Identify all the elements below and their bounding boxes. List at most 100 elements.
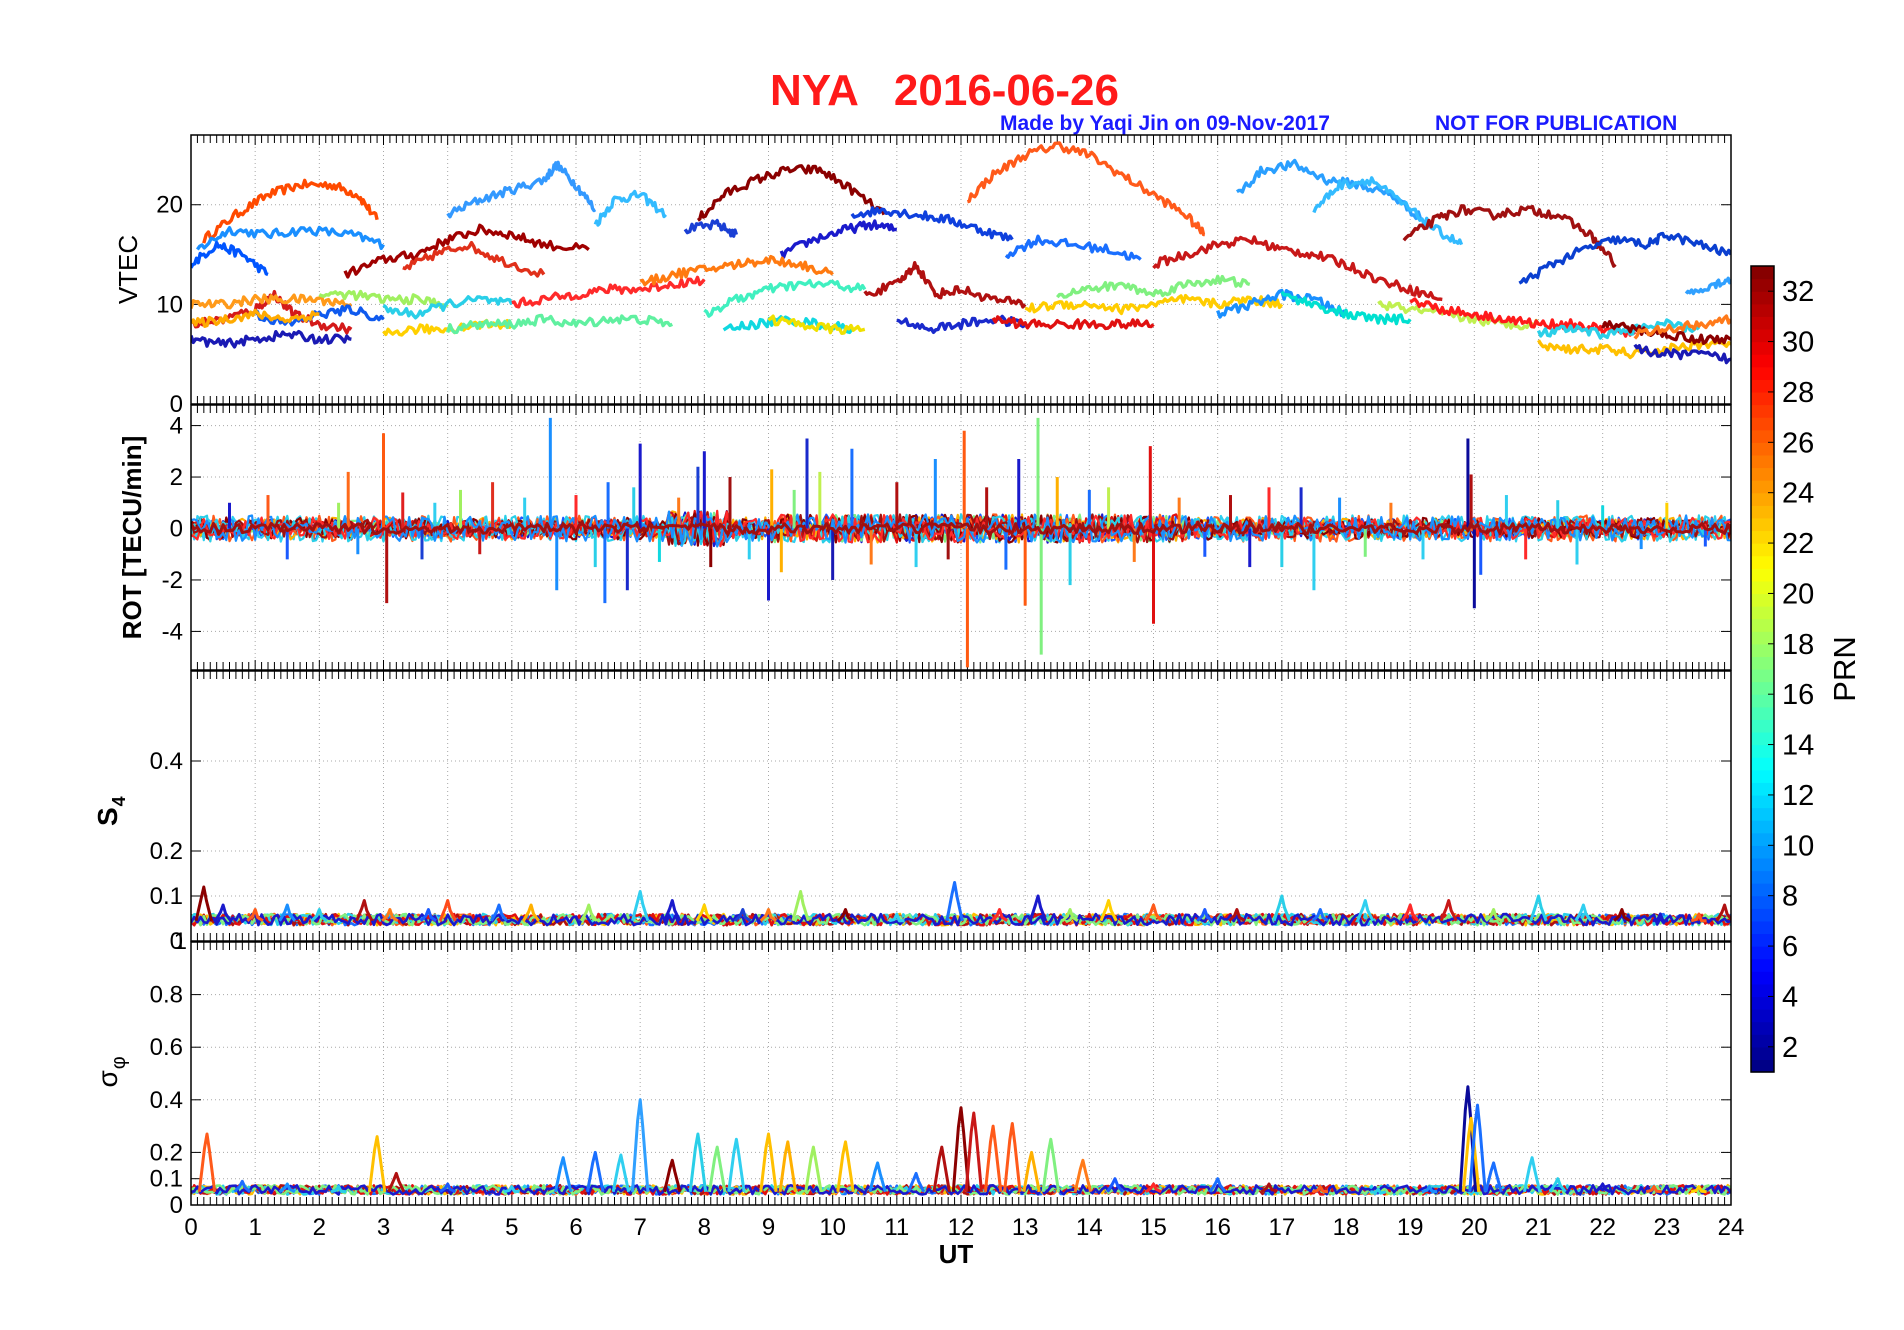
x-tick-label: 18	[1333, 1214, 1360, 1241]
x-tick-label: 13	[1012, 1214, 1039, 1241]
colorbar-band	[1751, 442, 1774, 456]
x-tick-label: 8	[698, 1214, 711, 1241]
sigma_phi-peak-43	[1594, 1182, 1612, 1194]
colorbar-band	[1751, 429, 1774, 443]
sigma_phi-peak-35	[1370, 1187, 1387, 1195]
x-tick-label: 16	[1204, 1214, 1231, 1241]
s4-peak-0	[194, 885, 213, 922]
sigma_phi-peak-11	[631, 1098, 650, 1192]
sigma_phi-peak-31	[1144, 1182, 1162, 1194]
x-axis-label: UT	[939, 1239, 974, 1269]
colorbar-band	[1751, 870, 1774, 884]
minor-ticks	[190, 405, 1732, 670]
s4-peak-2	[246, 908, 264, 923]
y-axis-label: σφ	[92, 1056, 130, 1087]
s4-peak-22	[1028, 894, 1048, 922]
s4-peak-25	[1144, 903, 1163, 922]
vtec-series-26	[446, 313, 674, 335]
vtec-series-31	[767, 314, 866, 335]
sigma_phi-peak-39	[1468, 1103, 1487, 1192]
y-tick-label: 0.1	[150, 1166, 183, 1193]
colorbar-tick-label: 14	[1782, 730, 1814, 762]
s4-peak-23	[1061, 908, 1079, 923]
vtec-series-4	[593, 189, 668, 227]
colorbar-band	[1751, 480, 1774, 494]
sigma_phi-peak-34	[1312, 1185, 1329, 1194]
vtec-series-29	[703, 278, 867, 318]
x-tick-label: 11	[884, 1214, 909, 1241]
colorbar-tick-label: 32	[1782, 276, 1814, 308]
x-tick-label: 5	[505, 1214, 518, 1241]
minor-ticks	[190, 135, 1732, 404]
y-tick-label: 0	[170, 391, 183, 418]
colorbar-band	[1751, 593, 1774, 607]
panel-frame	[190, 941, 1732, 1206]
sigma_phi-peak-24	[964, 1111, 983, 1192]
vtec-series-35	[1024, 293, 1284, 316]
rot-baseline	[191, 521, 1731, 536]
vtec-series-27	[511, 275, 706, 309]
y-tick-label: 0.6	[150, 1034, 183, 1061]
colorbar-band	[1751, 731, 1774, 746]
colorbar-band	[1751, 1021, 1774, 1035]
colorbar-band	[1751, 543, 1774, 557]
x-tick-label: 19	[1397, 1214, 1424, 1241]
vtec-series-17	[1152, 235, 1443, 302]
s4-peak-4	[310, 908, 328, 923]
x-tick-label: 24	[1718, 1214, 1745, 1241]
colorbar-band	[1751, 1046, 1774, 1061]
s4-peak-7	[419, 908, 437, 923]
colorbar-band	[1751, 517, 1774, 532]
vtec-series-16	[1518, 231, 1731, 285]
vtec-series-32	[863, 261, 1027, 309]
s4-peak-19	[888, 912, 905, 923]
sigma_phi-peak-22	[932, 1145, 951, 1193]
colorbar-band	[1751, 706, 1774, 720]
vtec-series-11	[966, 141, 1206, 237]
s4-peak-29	[1311, 908, 1329, 923]
y-tick-label: 20	[156, 192, 183, 219]
s4-peak-14	[695, 903, 714, 922]
colorbar-band	[1751, 505, 1774, 519]
colorbar-band	[1751, 618, 1774, 632]
colorbar-band	[1751, 1034, 1774, 1048]
vtec-series-7	[683, 218, 739, 238]
colorbar-label: PRN	[1827, 636, 1862, 701]
panel-frame	[190, 404, 1732, 671]
s4-peak-27	[1228, 908, 1246, 923]
vtec-series-19	[191, 329, 352, 349]
sigma_phi-peak-1	[233, 1179, 252, 1193]
colorbar-tick-label: 24	[1782, 478, 1814, 510]
colorbar-band	[1751, 417, 1774, 431]
colorbar-band	[1751, 719, 1774, 733]
sigma_phi-peak-45	[1690, 1185, 1707, 1194]
s4-peak-26	[1196, 908, 1214, 923]
sigma_phi-peak-3	[330, 1185, 347, 1194]
s4-peak-28	[1272, 894, 1291, 922]
s4-peak-24	[1099, 899, 1118, 922]
vtec-series-1	[196, 225, 385, 251]
s4-peak-18	[836, 908, 855, 923]
colorbar-band	[1751, 895, 1774, 909]
y-tick-label: 0.8	[150, 982, 183, 1009]
x-tick-label: 12	[948, 1214, 975, 1241]
sigma_phi-peak-2	[278, 1182, 296, 1194]
colorbar-tick-label: 2	[1782, 1032, 1798, 1064]
colorbar-band	[1751, 681, 1774, 695]
minor-ticks	[190, 671, 1732, 941]
vtec-series-46	[1684, 276, 1731, 296]
sigma_phi-peak-19	[836, 1140, 855, 1193]
s4-peak-38	[1690, 912, 1707, 923]
colorbar-band	[1751, 971, 1774, 985]
x-tick-label: 23	[1653, 1214, 1680, 1241]
vtec-series-3	[446, 160, 597, 219]
colorbar-band	[1751, 530, 1774, 544]
colorbar-band	[1751, 769, 1774, 783]
colorbar-band	[1751, 278, 1774, 292]
data-series	[191, 881, 1731, 927]
y-axis-label: S4	[92, 796, 129, 826]
s4-peak-5	[355, 899, 374, 922]
sigma_phi-peak-38	[1461, 1116, 1481, 1192]
vtec-series-2	[191, 240, 269, 277]
